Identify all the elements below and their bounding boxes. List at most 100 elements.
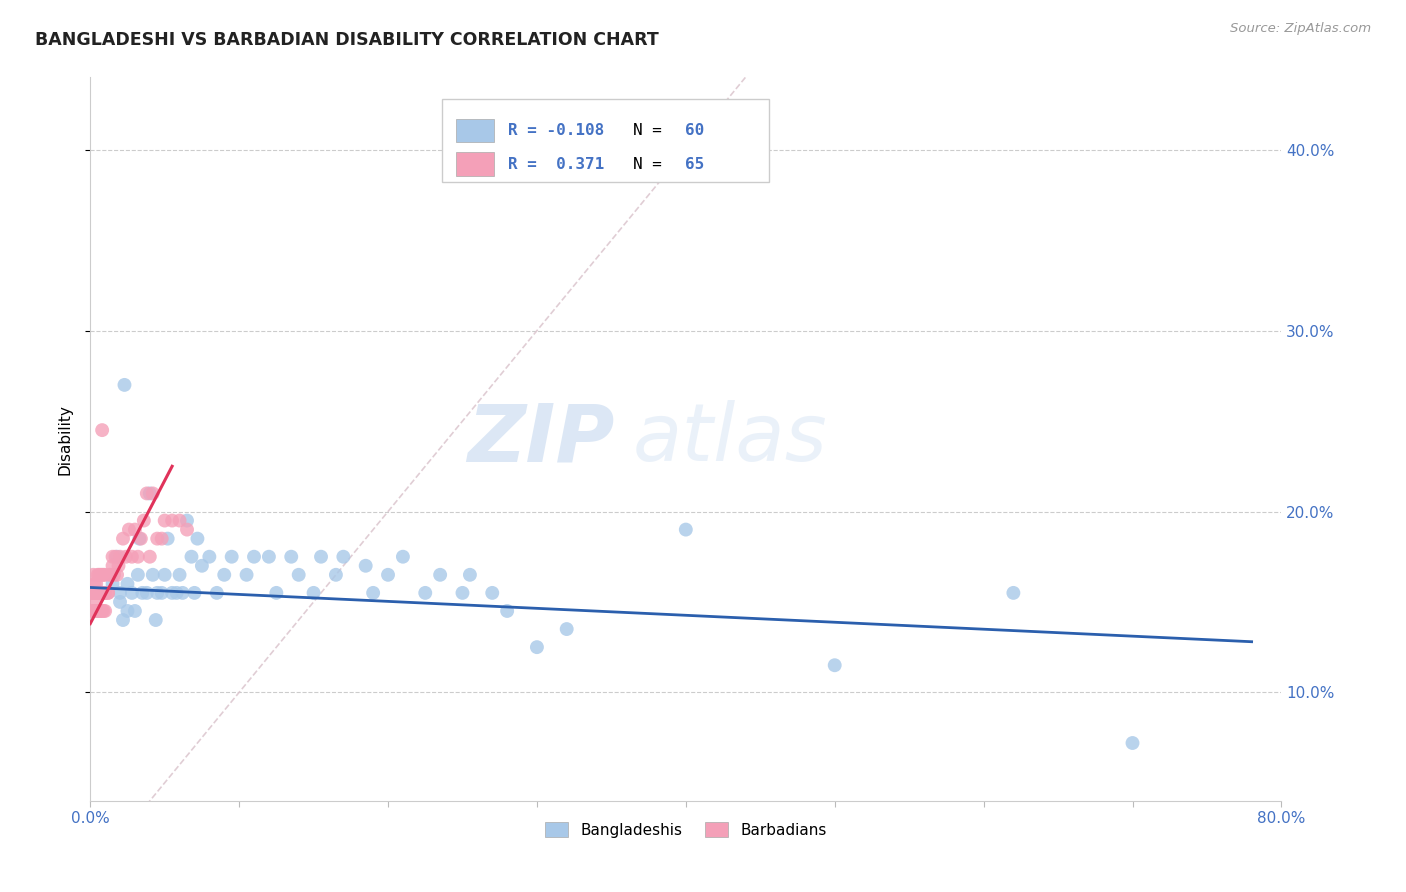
Legend: Bangladeshis, Barbadians: Bangladeshis, Barbadians: [538, 816, 832, 844]
Point: [86, 586, 108, 600]
Point: [526, 640, 548, 655]
Point: [121, 586, 143, 600]
Point: [87, 586, 110, 600]
Point: [128, 532, 150, 546]
Point: [183, 586, 205, 600]
Point: [675, 523, 697, 537]
Point: [361, 586, 384, 600]
Text: R = -0.108: R = -0.108: [509, 123, 605, 138]
Point: [93, 586, 115, 600]
Point: [413, 586, 436, 600]
Text: Source: ZipAtlas.com: Source: ZipAtlas.com: [1230, 22, 1371, 36]
Point: [105, 567, 128, 582]
Point: [156, 532, 179, 546]
Point: [93, 604, 115, 618]
Point: [132, 514, 155, 528]
Point: [451, 586, 474, 600]
Point: [94, 586, 117, 600]
Point: [98, 567, 121, 582]
Point: [377, 567, 399, 582]
Point: [121, 549, 143, 564]
Point: [153, 567, 176, 582]
Point: [90, 586, 112, 600]
Point: [153, 514, 176, 528]
Point: [302, 586, 325, 600]
Point: [135, 586, 157, 600]
Point: [172, 586, 194, 600]
Point: [146, 586, 169, 600]
Point: [142, 567, 165, 582]
FancyBboxPatch shape: [441, 99, 769, 182]
Point: [1002, 586, 1025, 600]
Point: [86, 567, 108, 582]
Point: [117, 604, 139, 618]
Point: [114, 378, 136, 392]
Point: [100, 567, 122, 582]
Point: [97, 586, 120, 600]
Point: [1121, 736, 1143, 750]
Point: [124, 523, 146, 537]
Point: [90, 567, 112, 582]
Point: [257, 549, 280, 564]
Point: [94, 586, 117, 600]
Point: [221, 549, 243, 564]
Point: [169, 514, 191, 528]
Point: [186, 532, 208, 546]
Point: [80, 604, 103, 618]
Point: [392, 549, 415, 564]
Point: [84, 577, 107, 591]
Point: [145, 613, 167, 627]
Point: [97, 586, 120, 600]
Point: [84, 586, 107, 600]
Point: [205, 586, 228, 600]
Point: [83, 586, 105, 600]
Point: [280, 549, 302, 564]
Point: [124, 604, 146, 618]
Point: [115, 549, 138, 564]
Point: [166, 586, 188, 600]
Point: [169, 567, 191, 582]
Point: [429, 567, 451, 582]
Point: [176, 514, 198, 528]
Point: [481, 586, 503, 600]
Point: [91, 567, 114, 582]
Point: [107, 558, 129, 573]
Point: [127, 567, 149, 582]
Point: [139, 549, 162, 564]
Text: N =: N =: [634, 123, 672, 138]
Point: [180, 549, 202, 564]
Point: [80, 586, 103, 600]
Point: [129, 532, 152, 546]
Point: [198, 549, 221, 564]
Point: [108, 549, 131, 564]
Text: BANGLADESHI VS BARBADIAN DISABILITY CORRELATION CHART: BANGLADESHI VS BARBADIAN DISABILITY CORR…: [35, 31, 659, 49]
Text: R =  0.371: R = 0.371: [509, 156, 605, 171]
Point: [103, 567, 125, 582]
Point: [139, 486, 162, 500]
Point: [176, 523, 198, 537]
Point: [84, 586, 107, 600]
Point: [150, 532, 173, 546]
Point: [83, 586, 105, 600]
Point: [287, 567, 309, 582]
Point: [86, 604, 108, 618]
Point: [111, 532, 134, 546]
Point: [82, 586, 104, 600]
Point: [266, 586, 288, 600]
Point: [555, 622, 578, 636]
Point: [84, 604, 107, 618]
Point: [91, 423, 114, 437]
Text: atlas: atlas: [633, 401, 827, 478]
Point: [82, 586, 104, 600]
Point: [89, 567, 111, 582]
Point: [93, 567, 115, 582]
Point: [91, 586, 114, 600]
Point: [108, 595, 131, 609]
Point: [89, 586, 111, 600]
Point: [354, 558, 377, 573]
Text: N =: N =: [634, 156, 672, 171]
Point: [212, 567, 235, 582]
Point: [89, 604, 111, 618]
Point: [108, 586, 131, 600]
Point: [101, 549, 124, 564]
